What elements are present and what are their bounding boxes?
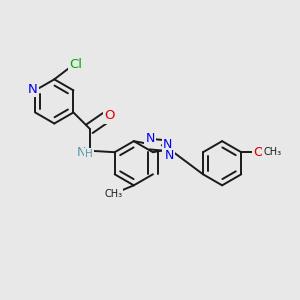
Text: O: O: [253, 146, 263, 159]
Text: N: N: [28, 83, 38, 96]
Text: N: N: [145, 132, 155, 145]
Text: CH₃: CH₃: [104, 189, 122, 199]
Text: Cl: Cl: [69, 58, 82, 71]
Text: N: N: [163, 138, 172, 151]
Text: N: N: [164, 149, 174, 162]
Text: CH₃: CH₃: [263, 147, 281, 157]
Text: N: N: [77, 146, 86, 159]
Text: H: H: [85, 149, 93, 159]
Text: O: O: [104, 110, 115, 122]
